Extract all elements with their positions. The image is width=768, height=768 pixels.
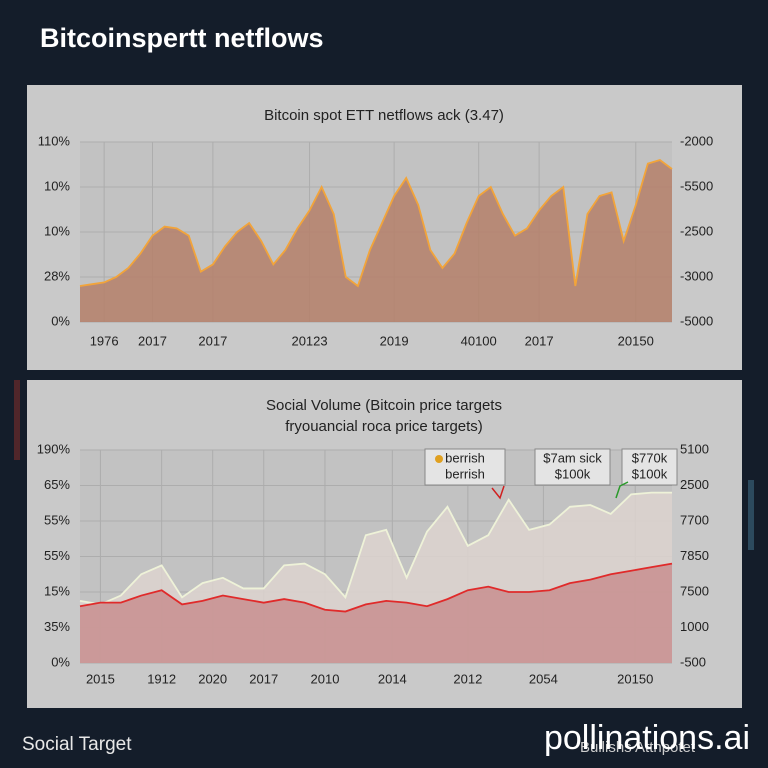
y-tick-label: 55%	[44, 512, 70, 527]
x-tick-label: 2012	[453, 671, 482, 686]
x-tick-label: 2017	[138, 333, 167, 348]
y2-tick-label: -2500	[680, 223, 713, 238]
x-tick-label: 1976	[90, 333, 119, 348]
watermark: pollinations.ai	[544, 719, 750, 757]
annotation-pointer	[615, 481, 629, 499]
y-tick-label: 0%	[51, 654, 70, 669]
annotation-box	[424, 448, 506, 486]
annotation-pointer	[491, 485, 505, 500]
y2-tick-label: -2000	[680, 133, 713, 148]
annotation-text: $100k	[555, 466, 591, 481]
y-tick-label: 55%	[44, 548, 70, 563]
x-tick-label: 2015	[86, 671, 115, 686]
annotation-box	[534, 448, 611, 486]
x-tick-label: 2010	[311, 671, 340, 686]
x-tick-label: 2017	[249, 671, 278, 686]
footer-left: Social Target	[22, 734, 132, 755]
x-tick-label: 2054	[529, 671, 558, 686]
y2-tick-label: -500	[680, 654, 706, 669]
y-tick-label: 65%	[44, 477, 70, 492]
y2-tick-label: 2500	[680, 477, 709, 492]
page-title: Bitcoinspertt netflows	[40, 23, 324, 53]
line	[79, 491, 672, 606]
chart: Bitcoin spot ETT netflows ack (3.47) 110%…	[27, 85, 742, 370]
annotation-text: $100k	[632, 466, 668, 481]
annotation-text: $770k	[632, 450, 668, 465]
y2-tick-label: -5500	[680, 178, 713, 193]
y2-tick-label: 1000	[680, 619, 709, 634]
y-tick-label: 28%	[44, 268, 70, 283]
chart-title: Bitcoin spot ETT netflows ack (3.47)	[264, 107, 504, 124]
chart: Social Volume (Bitcoin price targets fryo…	[27, 380, 742, 708]
y2-tick-label: 7700	[680, 512, 709, 527]
y-tick-label: 15%	[44, 583, 70, 598]
area	[80, 160, 672, 322]
y-tick-label: 190%	[37, 441, 71, 456]
line	[79, 159, 673, 288]
annotation-dot	[435, 455, 443, 463]
x-tick-label: 2017	[525, 333, 554, 348]
footer-right: Bullishs Atthpotet	[580, 739, 696, 756]
x-tick-label: 20150	[617, 671, 653, 686]
annotation-text: berrish	[445, 450, 485, 465]
annotation-text: $7am sick	[543, 450, 602, 465]
x-tick-label: 20150	[618, 333, 654, 348]
y2-tick-label: 7500	[680, 583, 709, 598]
x-tick-label: 40100	[461, 333, 497, 348]
x-tick-label: 2019	[380, 333, 409, 348]
y-tick-label: 110%	[38, 133, 71, 148]
y-tick-label: 35%	[44, 619, 70, 634]
x-tick-label: 2014	[378, 671, 407, 686]
chart-subtitle: fryouancial roca price targets)	[285, 418, 483, 435]
x-tick-label: 2020	[198, 671, 227, 686]
y-tick-label: 10%	[44, 223, 70, 238]
x-tick-label: 2017	[198, 333, 227, 348]
y2-tick-label: 5100	[680, 441, 709, 456]
y2-tick-label: -5000	[680, 313, 713, 328]
chart-title: Social Volume (Bitcoin price targets	[266, 397, 502, 414]
annotation-box	[621, 448, 678, 486]
x-tick-label: 1912	[147, 671, 176, 686]
x-tick-label: 20123	[291, 333, 327, 348]
y-tick-label: 10%	[44, 178, 70, 193]
area	[80, 563, 672, 663]
line	[79, 562, 673, 613]
y-tick-label: 0%	[51, 313, 70, 328]
y2-tick-label: -3000	[680, 268, 713, 283]
y2-tick-label: 7850	[680, 548, 709, 563]
annotation-text: berrish	[445, 466, 485, 481]
